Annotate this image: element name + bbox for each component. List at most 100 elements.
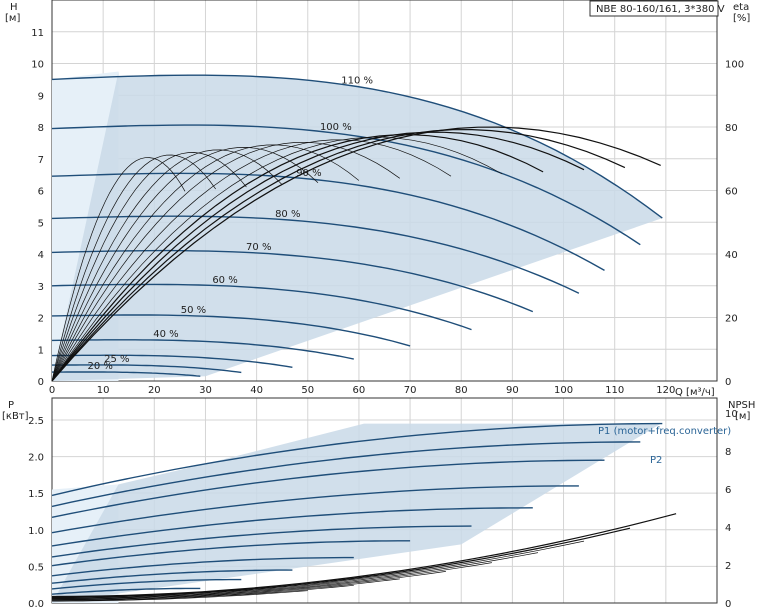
flow-tick-label: 30 bbox=[199, 385, 212, 396]
head-axis-title: H bbox=[10, 2, 18, 13]
eta-tick-label: 40 bbox=[725, 250, 738, 261]
product-label: NBE 80-160/161, 3*380 V bbox=[596, 4, 725, 15]
speed-label: 25 % bbox=[104, 354, 129, 365]
power-axis-title: P bbox=[8, 400, 14, 411]
flow-tick-label: 0 bbox=[49, 385, 55, 396]
head-tick-label: 0 bbox=[38, 377, 44, 388]
flow-tick-label: 70 bbox=[404, 385, 417, 396]
head-curve-9 bbox=[52, 364, 242, 374]
head-axis-unit: [м] bbox=[5, 13, 20, 24]
head-tick-label: 11 bbox=[31, 28, 44, 39]
npsh-curve-0 bbox=[52, 590, 308, 602]
head-curve-1 bbox=[51, 124, 641, 246]
power-chart-marks bbox=[51, 422, 677, 603]
speed-label: 50 % bbox=[181, 305, 206, 316]
power-tick-label: 0.5 bbox=[28, 562, 44, 573]
speed-label: 100 % bbox=[320, 122, 352, 133]
flow-tick-label: 80 bbox=[455, 385, 468, 396]
power-curve-5 bbox=[51, 525, 472, 558]
power-tick-label: 1.5 bbox=[28, 489, 44, 500]
head-tick-label: 7 bbox=[38, 155, 44, 166]
npsh-curve-2 bbox=[51, 578, 400, 601]
eta-tick-label: 20 bbox=[725, 314, 738, 325]
efficiency-curve-9 bbox=[51, 134, 544, 382]
speed-label: 70 % bbox=[246, 242, 271, 253]
power-curve-0 bbox=[51, 422, 663, 497]
flow-tick-label: 60 bbox=[353, 385, 366, 396]
head-curve-4 bbox=[51, 249, 534, 313]
power-curve-1 bbox=[51, 441, 641, 508]
power-tick-label: 2.0 bbox=[28, 453, 44, 464]
npsh-tick-label: 2 bbox=[725, 561, 731, 572]
power-tick-label: 0.0 bbox=[28, 599, 44, 610]
npsh-curve-4 bbox=[52, 562, 492, 600]
npsh-curve-5 bbox=[51, 552, 539, 599]
legend-p2: P2 bbox=[650, 455, 662, 466]
efficiency-curve-1 bbox=[51, 154, 216, 382]
head-tick-label: 5 bbox=[38, 218, 44, 229]
speed-label: 20 % bbox=[88, 361, 113, 372]
npsh-axis-unit: [м] bbox=[735, 411, 750, 422]
efficiency-curve-0 bbox=[51, 157, 186, 382]
head-curve-8 bbox=[51, 354, 293, 368]
head-tick-label: 3 bbox=[38, 282, 44, 293]
eta-axis-title: eta bbox=[733, 2, 749, 13]
power-curve-6 bbox=[51, 540, 411, 567]
power-curve-7 bbox=[51, 556, 354, 577]
npsh-tick-label: 8 bbox=[725, 447, 731, 458]
flow-tick-label: 90 bbox=[506, 385, 519, 396]
efficiency-curve-4 bbox=[51, 147, 319, 382]
head-chart-marks: 110 % 100 % 90 % 80 % 70 % 60 % 50 % 40 % 25 %20… bbox=[51, 71, 663, 382]
power-axis-unit: [кВт] bbox=[2, 411, 29, 422]
npsh-curve-1 bbox=[52, 584, 354, 601]
flow-tick-label: 10 bbox=[97, 385, 110, 396]
eta-tick-label: 100 bbox=[725, 60, 744, 71]
eta-axis-unit: [%] bbox=[733, 13, 750, 24]
power-tick-label: 1.0 bbox=[28, 526, 44, 537]
head-curve-7 bbox=[51, 339, 354, 360]
head-tick-label: 2 bbox=[38, 314, 44, 325]
head-tick-label: 1 bbox=[38, 345, 44, 356]
efficiency-curve-7 bbox=[51, 139, 452, 382]
npsh-tick-label: 6 bbox=[725, 485, 731, 496]
head-curve-10 bbox=[52, 371, 201, 377]
head-curve-5 bbox=[51, 283, 472, 331]
head-curve-0 bbox=[51, 74, 663, 219]
power-curve-9 bbox=[51, 578, 242, 590]
flow-tick-label: 120 bbox=[656, 385, 675, 396]
npsh-curve-3 bbox=[51, 571, 446, 600]
power-curve-8 bbox=[51, 569, 293, 584]
speed-label: 90 % bbox=[296, 168, 321, 179]
efficiency-curve-8 bbox=[51, 136, 503, 382]
efficiency-curve-5 bbox=[51, 144, 360, 382]
efficiency-curve-12 bbox=[51, 126, 661, 382]
npsh-curve-7 bbox=[51, 527, 631, 598]
npsh-tick-label: 10 bbox=[725, 409, 738, 420]
legend-p1: P1 (motor+freq.converter) bbox=[598, 426, 731, 437]
power-curve-3 bbox=[51, 485, 579, 534]
power-curve-4 bbox=[51, 507, 533, 547]
speed-label: 110 % bbox=[341, 76, 373, 87]
head-operating-region bbox=[52, 71, 663, 381]
power-curve-2 bbox=[51, 459, 605, 518]
flow-tick-label: 100 bbox=[554, 385, 573, 396]
power-curve-10 bbox=[51, 587, 201, 595]
head-tick-label: 6 bbox=[38, 187, 44, 198]
head-curve-2 bbox=[51, 172, 605, 272]
npsh-axis-title: NPSH bbox=[728, 400, 755, 411]
head-tick-label: 4 bbox=[38, 250, 44, 261]
npsh-tick-label: 0 bbox=[725, 599, 731, 610]
speed-label: 80 % bbox=[275, 209, 300, 220]
flow-tick-label: 110 bbox=[605, 385, 624, 396]
head-curve-6 bbox=[51, 314, 411, 347]
efficiency-curve-6 bbox=[51, 141, 400, 382]
head-tick-label: 9 bbox=[38, 91, 44, 102]
efficiency-curve-11 bbox=[51, 128, 626, 382]
npsh-curve-8 bbox=[51, 513, 677, 598]
flow-tick-label: 50 bbox=[301, 385, 314, 396]
power-tick-label: 2.5 bbox=[28, 416, 44, 427]
head-tick-label: 10 bbox=[31, 60, 44, 71]
eta-tick-label: 60 bbox=[725, 187, 738, 198]
head-tick-label: 8 bbox=[38, 123, 44, 134]
